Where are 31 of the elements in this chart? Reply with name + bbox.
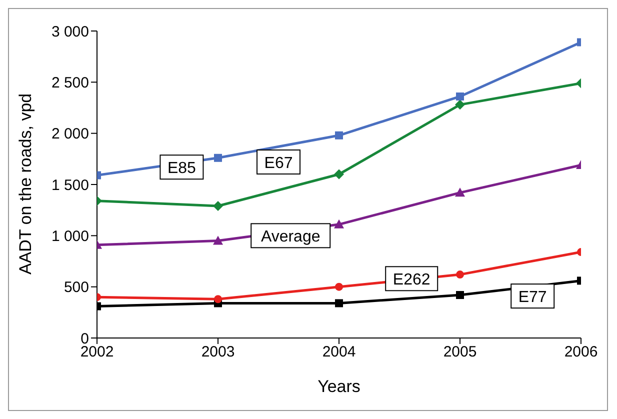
annotation: Average [260,228,320,246]
point [335,282,343,291]
y-tick-label: 1 500 [51,176,89,194]
annotation: E85 [167,160,196,178]
point [456,270,464,279]
point [214,154,222,162]
point [335,131,343,140]
point [214,295,222,304]
y-tick-label: 3 000 [51,23,89,40]
x-axis-title: Years [318,377,360,396]
y-axis-title: AADT on the roads, vpd [16,93,36,274]
point [456,92,464,100]
point [213,236,223,245]
annotation: E77 [518,289,547,306]
annotation: E262 [392,272,430,289]
y-tick-label: 2 000 [51,126,89,143]
point [455,100,465,110]
point [335,299,343,308]
annotation: E67 [264,154,293,172]
y-tick-label: 500 [64,279,89,296]
point [334,169,344,180]
y-tick-label: 1 000 [51,228,89,245]
point [213,200,223,211]
x-tick-label: 2006 [564,344,598,361]
x-tick-label: 2005 [443,344,477,361]
point [334,219,344,228]
point [455,188,465,197]
x-tick-label: 2004 [322,344,356,361]
y-tick-label: 2 500 [51,74,89,92]
x-tick-label: 2003 [201,344,235,361]
point [456,291,464,300]
